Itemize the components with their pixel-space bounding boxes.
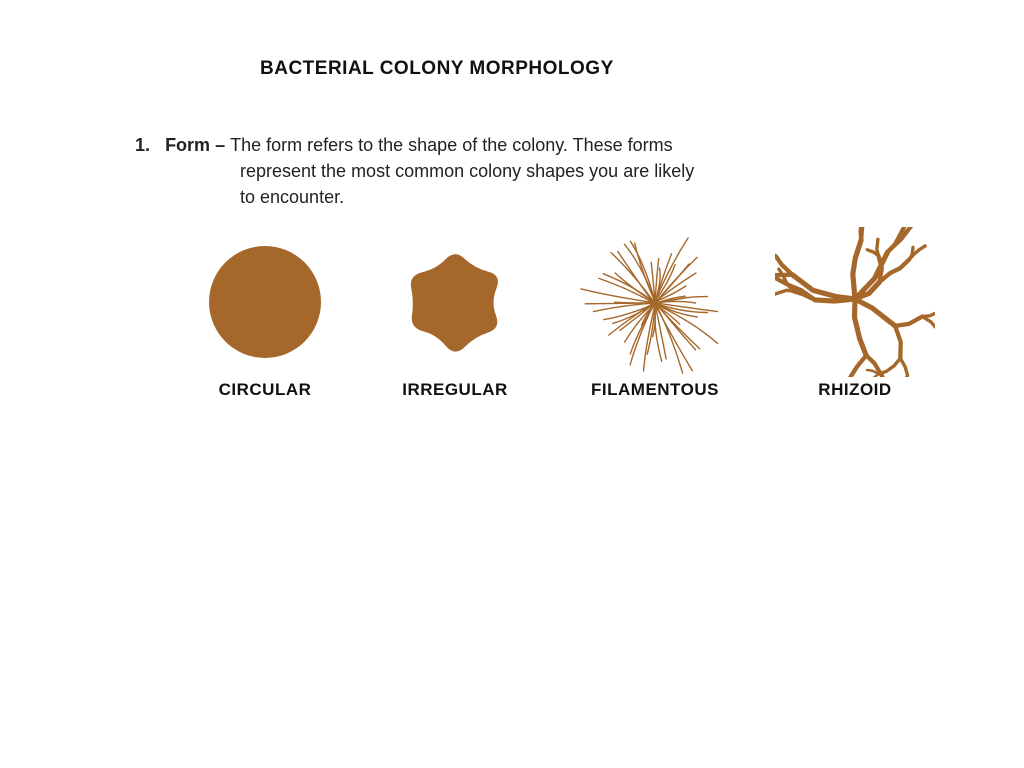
shape-circular: CIRCULAR xyxy=(170,232,360,400)
rhizoid-icon xyxy=(775,232,935,372)
item-dash: – xyxy=(215,135,230,155)
form-definition-block: 1. Form – The form refers to the shape o… xyxy=(135,132,935,210)
shape-label-filamentous: FILAMENTOUS xyxy=(591,380,719,400)
irregular-icon xyxy=(375,232,535,372)
shape-label-circular: CIRCULAR xyxy=(219,380,312,400)
shape-label-irregular: IRREGULAR xyxy=(402,380,508,400)
definition-line-3: to encounter. xyxy=(240,184,935,210)
definition-line-2: represent the most common colony shapes … xyxy=(240,158,935,184)
shape-rhizoid: RHIZOID xyxy=(760,232,950,400)
filamentous-icon xyxy=(570,232,740,372)
item-term: Form xyxy=(165,135,210,155)
definition-line-1: The form refers to the shape of the colo… xyxy=(230,135,673,155)
definition-text: 1. Form – The form refers to the shape o… xyxy=(135,132,935,210)
shapes-row: CIRCULAR IRREGULAR FILAMENTOUS RHIZOID xyxy=(170,232,970,400)
shape-irregular: IRREGULAR xyxy=(360,232,550,400)
shape-filamentous: FILAMENTOUS xyxy=(550,232,760,400)
page-title: BACTERIAL COLONY MORPHOLOGY xyxy=(260,58,614,80)
shape-label-rhizoid: RHIZOID xyxy=(818,380,891,400)
circular-icon xyxy=(185,232,345,372)
item-number: 1. xyxy=(135,135,150,155)
